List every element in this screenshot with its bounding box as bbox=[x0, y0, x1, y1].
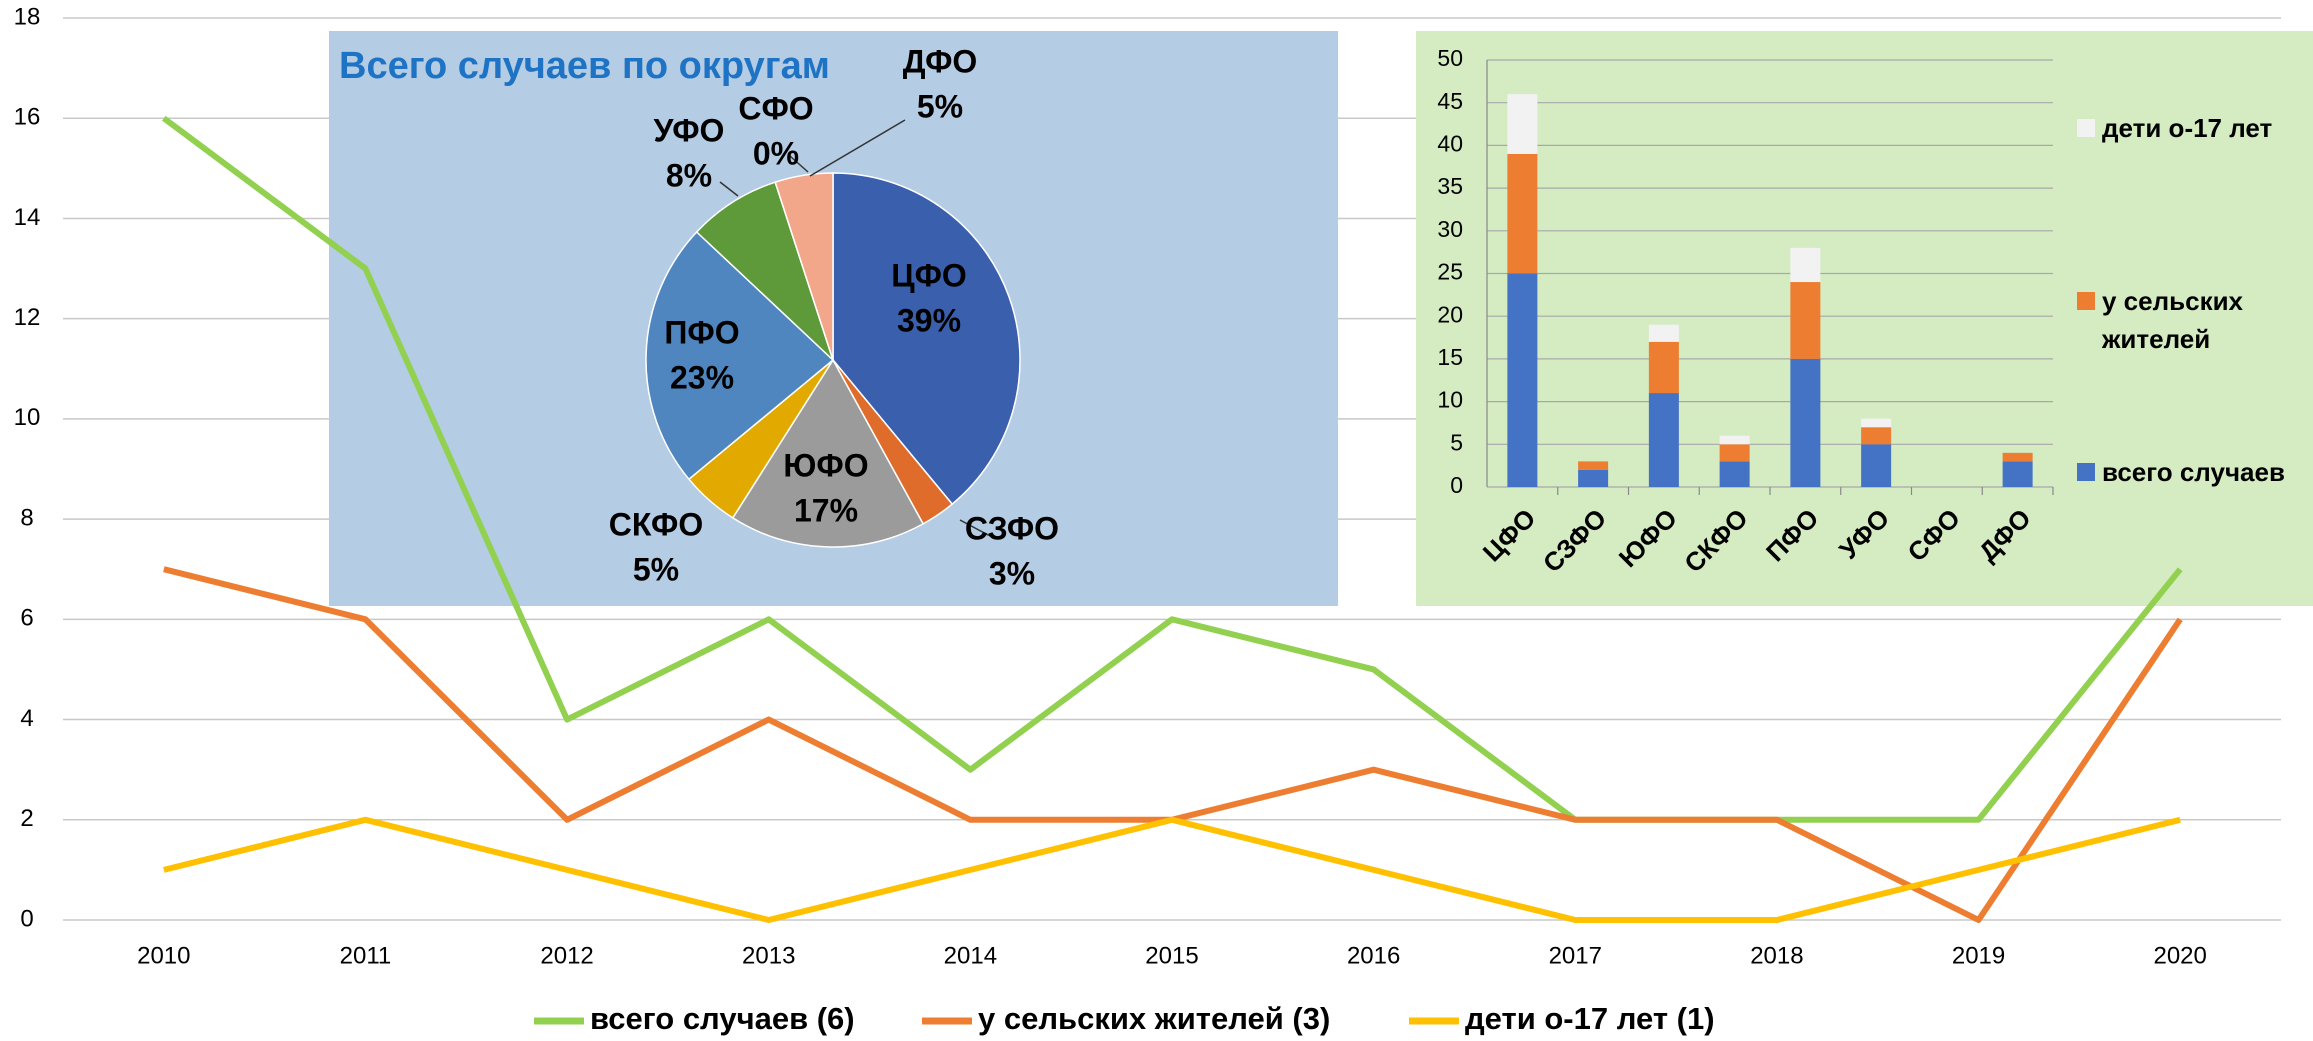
legend-label: у сельских жителей (3) bbox=[978, 1001, 1330, 1036]
x-tick-label: 2010 bbox=[137, 942, 190, 969]
y-tick-label: 6 bbox=[20, 605, 33, 632]
y-tick-label: 35 bbox=[1437, 173, 1463, 199]
y-tick-label: 18 bbox=[14, 3, 41, 30]
bar-segment bbox=[1719, 461, 1750, 487]
x-tick-label: 2014 bbox=[944, 942, 997, 969]
bar-segment bbox=[1648, 341, 1679, 394]
pie-label: ЮФО bbox=[783, 447, 868, 483]
y-tick-label: 12 bbox=[14, 304, 41, 331]
y-tick-label: 10 bbox=[14, 404, 41, 431]
bar-segment bbox=[1719, 444, 1750, 462]
x-tick-label: 2016 bbox=[1347, 942, 1400, 969]
pie-label: УФО bbox=[654, 112, 725, 148]
pie-slice bbox=[645, 230, 835, 481]
line-series bbox=[162, 115, 2183, 823]
leader-line bbox=[809, 119, 906, 177]
y-tick-label: 30 bbox=[1437, 216, 1463, 242]
pie-slice bbox=[832, 172, 1021, 506]
legend-label: дети о-17 лет (1) bbox=[1465, 1001, 1715, 1036]
y-tick-label: 5 bbox=[1450, 429, 1463, 455]
y-tick-label: 2 bbox=[20, 805, 33, 832]
line-series bbox=[163, 816, 2181, 923]
pie-label: ДФО bbox=[903, 43, 978, 79]
y-tick-label: 15 bbox=[1437, 344, 1463, 370]
pie-value-label: 5% bbox=[633, 551, 679, 587]
y-tick-label: 4 bbox=[20, 705, 33, 732]
bar-segment bbox=[2002, 452, 2033, 462]
bar-segment bbox=[2002, 461, 2033, 487]
x-tick-label: 2015 bbox=[1145, 942, 1198, 969]
y-tick-label: 0 bbox=[20, 905, 33, 932]
pie-value-label: 8% bbox=[666, 157, 712, 193]
pie-value-label: 23% bbox=[670, 359, 734, 395]
y-tick-label: 16 bbox=[14, 104, 41, 131]
bar-segment bbox=[1507, 94, 1538, 154]
pie-value-label: 3% bbox=[989, 555, 1035, 591]
bar-segment bbox=[1719, 435, 1750, 445]
bar-segment bbox=[1507, 273, 1538, 487]
pie-value-label: 39% bbox=[897, 302, 961, 338]
legend-label: всего случаев (6) bbox=[590, 1001, 855, 1036]
x-tick-label: 2011 bbox=[340, 942, 392, 969]
x-tick-label: 2012 bbox=[540, 942, 593, 969]
pie-slice bbox=[731, 358, 925, 548]
y-tick-label: 45 bbox=[1437, 88, 1463, 114]
x-tick-label: 2019 bbox=[1952, 942, 2005, 969]
y-tick-label: 10 bbox=[1437, 387, 1463, 413]
x-tick-label: 2018 bbox=[1750, 942, 1803, 969]
leader-line bbox=[789, 155, 809, 173]
bar-segment bbox=[1578, 469, 1609, 487]
pie-slice bbox=[695, 181, 834, 361]
bar-segment bbox=[1790, 358, 1821, 487]
bar-segment bbox=[1507, 153, 1538, 274]
pie-label: СЗФО bbox=[965, 510, 1059, 546]
legend-swatch bbox=[2077, 292, 2095, 310]
bar-segment bbox=[1861, 427, 1892, 445]
y-tick-label: 8 bbox=[20, 504, 33, 531]
pie-value-label: 17% bbox=[794, 492, 858, 528]
y-tick-label: 14 bbox=[14, 204, 41, 231]
pie-label: ПФО bbox=[664, 314, 739, 350]
pie-value-label: 0% bbox=[753, 135, 799, 171]
bar-panel bbox=[1416, 31, 2313, 606]
x-tick-label: 2017 bbox=[1549, 942, 1602, 969]
y-tick-label: 0 bbox=[1450, 472, 1463, 498]
bar-segment bbox=[1790, 247, 1821, 283]
y-tick-label: 40 bbox=[1437, 130, 1463, 156]
y-tick-label: 50 bbox=[1437, 45, 1463, 71]
pie-label: ЦФО bbox=[891, 257, 967, 293]
pie-value-label: 5% bbox=[917, 88, 963, 124]
x-tick-label: 2020 bbox=[2153, 942, 2206, 969]
bar-segment bbox=[1648, 324, 1679, 342]
bar-segment bbox=[1790, 282, 1821, 359]
legend-label: дети о-17 лет bbox=[2102, 113, 2273, 143]
bar-segment bbox=[1861, 444, 1892, 487]
legend-swatch bbox=[2077, 463, 2095, 481]
y-tick-label: 25 bbox=[1437, 259, 1463, 285]
x-tick-label: 2013 bbox=[742, 942, 795, 969]
pie-slice bbox=[774, 172, 834, 361]
pie-label: СФО bbox=[738, 90, 813, 126]
legend-label: всего случаев bbox=[2102, 457, 2285, 487]
bar-segment bbox=[1648, 393, 1679, 487]
leader-line bbox=[719, 181, 739, 197]
y-tick-label: 20 bbox=[1437, 301, 1463, 327]
legend-label: у сельских жителей bbox=[2102, 286, 2244, 354]
leader-line bbox=[959, 519, 991, 537]
pie-label: СКФО bbox=[609, 506, 703, 542]
pie-title: Всего случаев по округам bbox=[339, 45, 830, 87]
legend-swatch bbox=[2077, 119, 2095, 137]
bar-segment bbox=[1578, 461, 1609, 470]
bar-segment bbox=[1861, 418, 1892, 428]
